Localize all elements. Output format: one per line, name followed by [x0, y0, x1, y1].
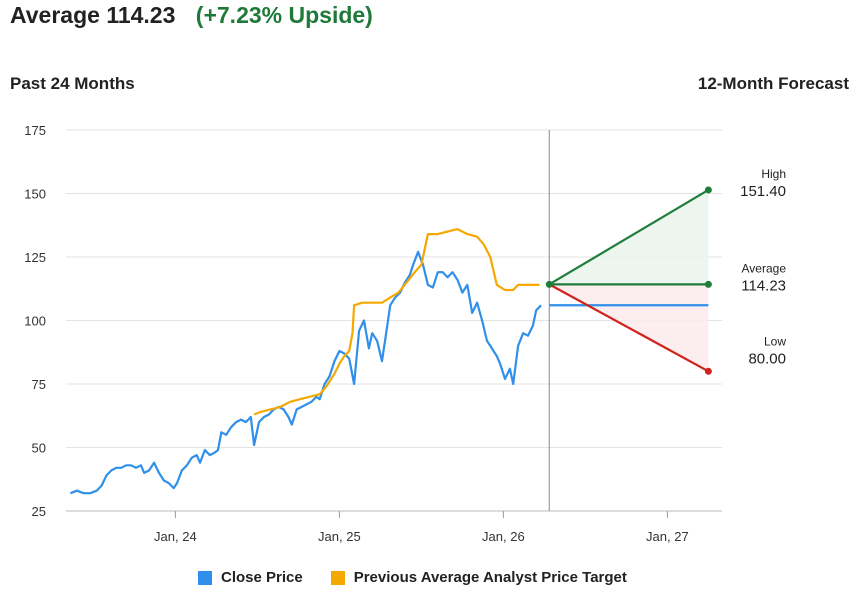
- close-price-swatch: [198, 570, 212, 585]
- average-value: 114.23: [741, 277, 786, 294]
- y-tick-label: 175: [24, 123, 46, 138]
- forecast-area: [548, 130, 709, 511]
- y-tick-label: 100: [24, 314, 46, 329]
- low-dot: [704, 367, 712, 375]
- high-dot: [704, 186, 712, 194]
- average-dot: [704, 280, 712, 288]
- close-price-line: [70, 250, 542, 495]
- y-tick-label: 75: [32, 377, 46, 392]
- forecast-period-label: 12-Month Forecast: [697, 74, 849, 93]
- forecast-start-dot: [545, 280, 553, 288]
- x-tick-label: Jan, 24: [154, 529, 197, 544]
- target-price-swatch: [330, 570, 345, 585]
- low-value: 80.00: [748, 350, 786, 367]
- forecast-labels: High 151.40 Average 114.23 Low 80.00: [545, 167, 787, 375]
- legend-item-target[interactable]: Previous Average Analyst Price Target: [330, 569, 627, 586]
- x-axis-ticks: Jan, 24 Jan, 25 Jan, 26 Jan, 27: [154, 511, 689, 544]
- headline: Average 114.23 (+7.23% Upside): [10, 2, 373, 29]
- x-tick-label: Jan, 25: [318, 529, 361, 544]
- y-axis-ticks: 25 50 75 100 125 150 175: [24, 123, 46, 519]
- legend-close-label: Close Price: [221, 569, 303, 586]
- y-tick-label: 125: [24, 250, 46, 265]
- gridlines: [66, 129, 722, 512]
- high-forecast-line: [548, 188, 709, 286]
- past-period-label: Past 24 Months: [10, 74, 135, 93]
- legend: Close Price Previous Average Analyst Pri…: [198, 569, 655, 586]
- low-label: Low: [764, 334, 786, 348]
- average-price-title: Average 114.23: [10, 2, 176, 28]
- high-value: 151.40: [740, 183, 786, 200]
- x-tick-label: Jan, 26: [482, 529, 525, 544]
- average-label: Average: [742, 261, 787, 275]
- y-tick-label: 25: [32, 504, 46, 519]
- low-forecast-line: [548, 283, 709, 373]
- upside-percentage: (+7.23% Upside): [195, 2, 373, 28]
- y-tick-label: 50: [32, 441, 46, 456]
- x-tick-label: Jan, 27: [646, 529, 689, 544]
- legend-target-label: Previous Average Analyst Price Target: [353, 569, 627, 586]
- high-label: High: [761, 167, 786, 181]
- target-price-line: [253, 228, 540, 416]
- series-lines: [70, 228, 542, 495]
- legend-item-close[interactable]: Close Price: [198, 569, 303, 586]
- y-tick-label: 150: [24, 187, 46, 202]
